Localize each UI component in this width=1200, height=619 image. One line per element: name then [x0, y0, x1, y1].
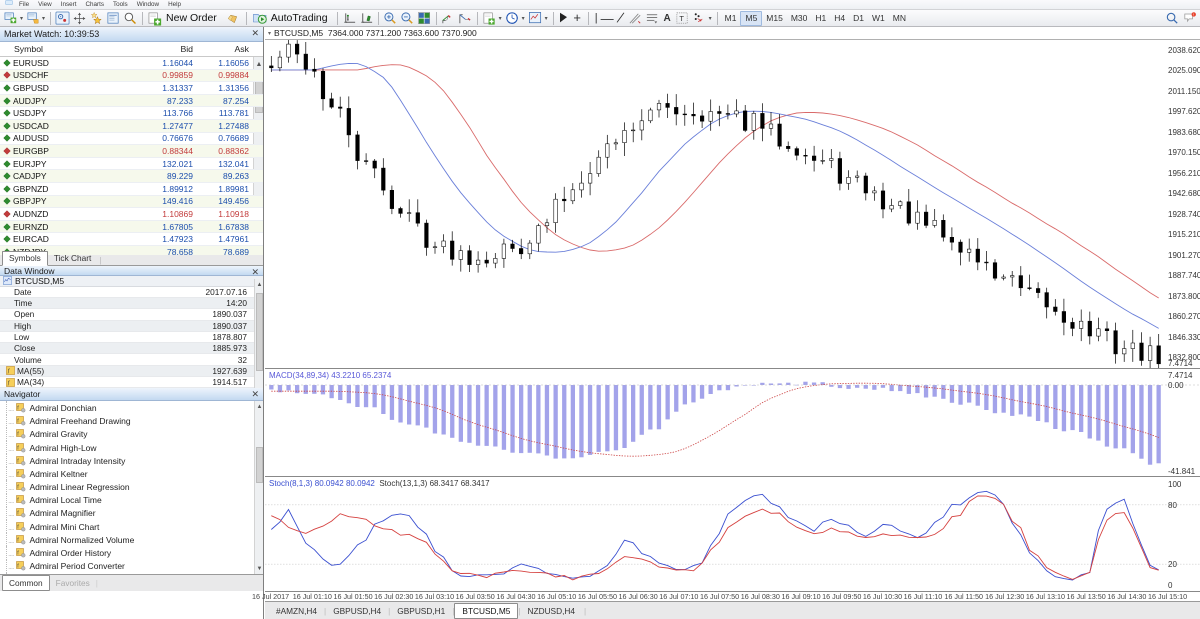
svg-text:ƒ: ƒ [7, 380, 10, 386]
svg-text:!: ! [1193, 12, 1194, 16]
svg-text:ƒ: ƒ [7, 369, 10, 375]
svg-text:T: T [679, 13, 684, 22]
